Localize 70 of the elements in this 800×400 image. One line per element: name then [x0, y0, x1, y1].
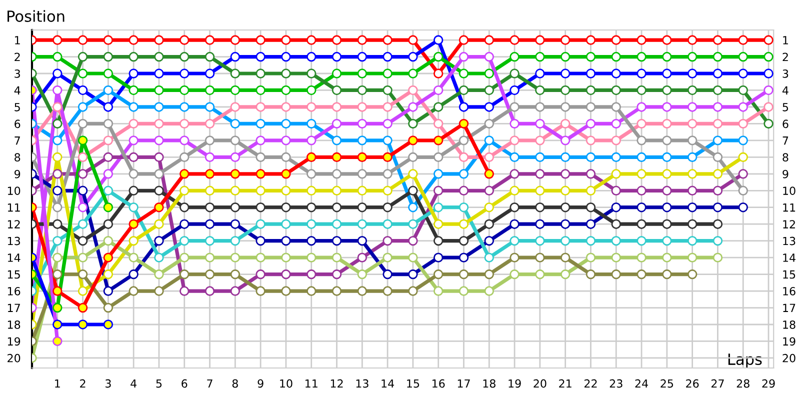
x-tick-label: 27 — [711, 379, 724, 388]
x-tick-label: 29 — [762, 379, 775, 388]
y-tick-label: 9 — [14, 170, 20, 178]
y-tick-label: 19 — [8, 337, 20, 346]
x-tick-label: 5 — [156, 379, 162, 388]
y-tick-label: 17 — [8, 304, 20, 312]
y-axis-title: Position — [8, 10, 64, 22]
x-tick-label: 11 — [306, 379, 318, 388]
x-tick-label: 18 — [483, 379, 496, 388]
x-tick-label: 1 — [55, 379, 60, 388]
x-tick-label: 7 — [207, 379, 212, 388]
y2-tick-label: 12 — [783, 220, 795, 228]
x-tick-label: 28 — [736, 379, 750, 388]
y-tick-label: 3 — [14, 69, 20, 78]
x-tick-label: 23 — [610, 379, 622, 388]
x-tick-label: 22 — [584, 379, 597, 388]
y-tick-label: 15 — [8, 270, 20, 279]
y-tick-label: 2 — [14, 52, 20, 61]
x-tick-label: 9 — [258, 379, 264, 388]
y-tick-label: 10 — [8, 186, 20, 196]
y-tick-label: 14 — [8, 254, 20, 262]
y2-tick-label: 7 — [782, 136, 788, 145]
y2-tick-label: 6 — [782, 120, 788, 128]
y-tick-label: 11 — [8, 203, 20, 212]
y-tick-label: 4 — [14, 86, 20, 94]
y2-tick-label: 8 — [782, 153, 788, 162]
y2-tick-label: 19 — [783, 337, 796, 346]
y2-tick-label: 18 — [783, 320, 796, 329]
y2-tick-label: 4 — [782, 86, 788, 94]
y2-tick-label: 9 — [782, 170, 788, 178]
y2-tick-label: 11 — [783, 203, 796, 212]
y-tick-label: 5 — [14, 103, 20, 112]
x-tick-label: 4 — [130, 379, 136, 388]
y2-tick-label: 1 — [783, 36, 788, 44]
x-tick-label: 25 — [660, 379, 674, 388]
x-tick-label: 12 — [330, 379, 343, 388]
x-tick-label: 16 — [432, 379, 445, 388]
x-tick-label: 17 — [458, 379, 470, 388]
y-tick-label: 8 — [14, 153, 20, 162]
y2-tick-label: 5 — [782, 103, 788, 112]
y-tick-label: 1 — [15, 36, 20, 44]
x-tick-label: 8 — [232, 379, 238, 388]
x-tick-label: 19 — [508, 379, 521, 388]
y2-tick-label: 13 — [783, 236, 796, 246]
y2-tick-label: 16 — [783, 287, 796, 296]
y-tick-label: 16 — [8, 287, 20, 296]
y-tick-label: 6 — [14, 120, 20, 128]
x-tick-label: 20 — [534, 379, 546, 388]
y-tick-label: 12 — [8, 220, 20, 228]
x-tick-label: 2 — [80, 379, 86, 388]
x-tick-label: 21 — [559, 379, 572, 388]
y2-tick-label: 3 — [782, 69, 788, 78]
y2-tick-label: 2 — [782, 52, 788, 61]
x-tick-label: 14 — [382, 379, 394, 388]
x-tick-label: 13 — [356, 379, 368, 388]
x-tick-label: 15 — [407, 379, 420, 388]
y2-tick-label: 15 — [783, 270, 796, 279]
x-tick-label: 24 — [635, 379, 648, 388]
x-tick-label: 6 — [182, 379, 188, 388]
y-tick-label: 18 — [8, 320, 20, 329]
y2-tick-label: 17 — [783, 304, 796, 312]
y2-tick-label: 14 — [783, 254, 796, 262]
x-tick-label: 10 — [280, 379, 292, 388]
y-tick-label: 13 — [8, 236, 20, 246]
y2-tick-label: 20 — [782, 354, 796, 362]
x-tick-label: 26 — [686, 379, 699, 388]
y-tick-label: 7 — [14, 136, 20, 145]
y2-tick-label: 10 — [783, 186, 796, 196]
y-tick-label: 20 — [8, 354, 20, 362]
x-tick-label: 3 — [106, 379, 111, 388]
